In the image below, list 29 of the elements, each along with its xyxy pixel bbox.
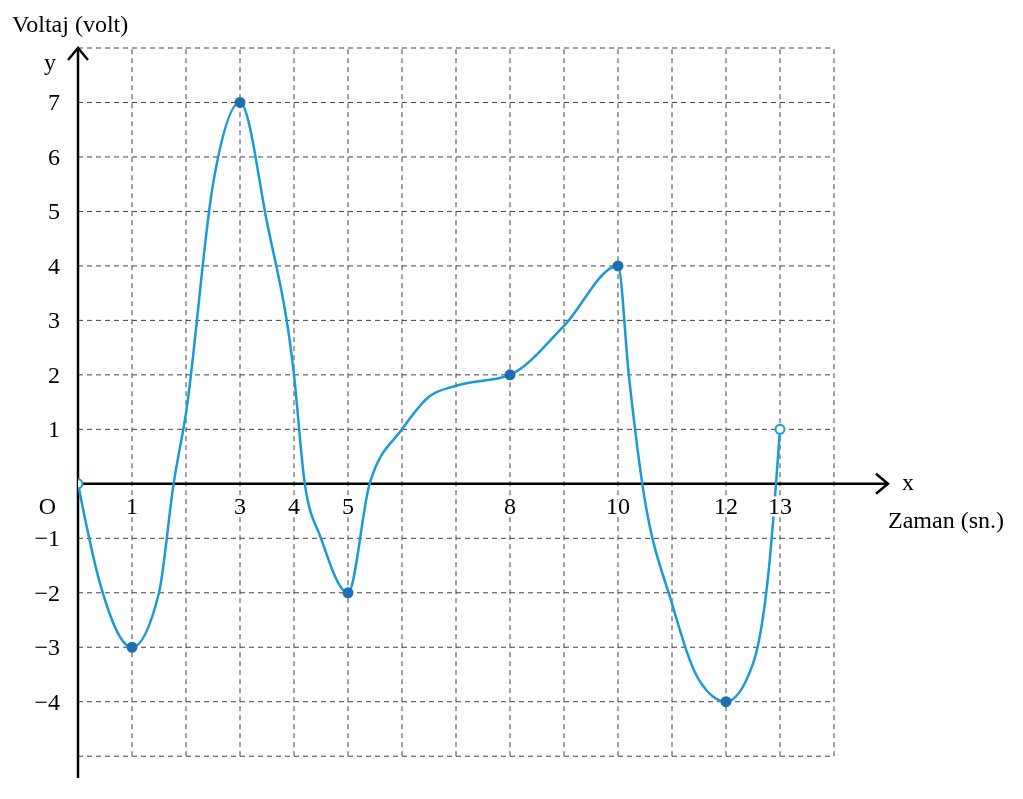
text: x: [902, 468, 914, 495]
x-tick-label: 1: [126, 492, 138, 519]
y-tick-label: −4: [34, 688, 60, 715]
x-tick-label: 8: [504, 492, 516, 519]
x-tick-label: 12: [714, 492, 738, 519]
y-tick-label: 7: [48, 89, 60, 116]
y-axis-title: Voltaj (volt): [12, 11, 129, 37]
y-tick-label: 3: [48, 307, 60, 334]
point: [126, 641, 138, 653]
y-tick-label: 2: [48, 361, 60, 388]
point: [234, 96, 246, 108]
annotation: O: [38, 492, 56, 519]
point: [612, 260, 624, 272]
x-tick-label: 10: [606, 492, 630, 519]
y-tick-label: 6: [48, 143, 60, 170]
y-tick-label: 1: [48, 416, 60, 443]
y-tick-label: −3: [34, 634, 60, 661]
x-tick-label: 5: [342, 492, 354, 519]
text: y: [44, 49, 56, 75]
y-tick-label: −1: [34, 525, 60, 552]
y-tick-label: 4: [48, 252, 60, 279]
x-tick-label: 4: [288, 492, 300, 519]
x-axis-title: Zaman (sn.): [888, 506, 1004, 533]
point: [720, 696, 732, 708]
point: [342, 587, 354, 599]
y-tick-label: −2: [34, 579, 60, 606]
point: [504, 369, 516, 381]
y-tick-label: 5: [48, 198, 60, 225]
x-tick-label: 3: [234, 492, 246, 519]
